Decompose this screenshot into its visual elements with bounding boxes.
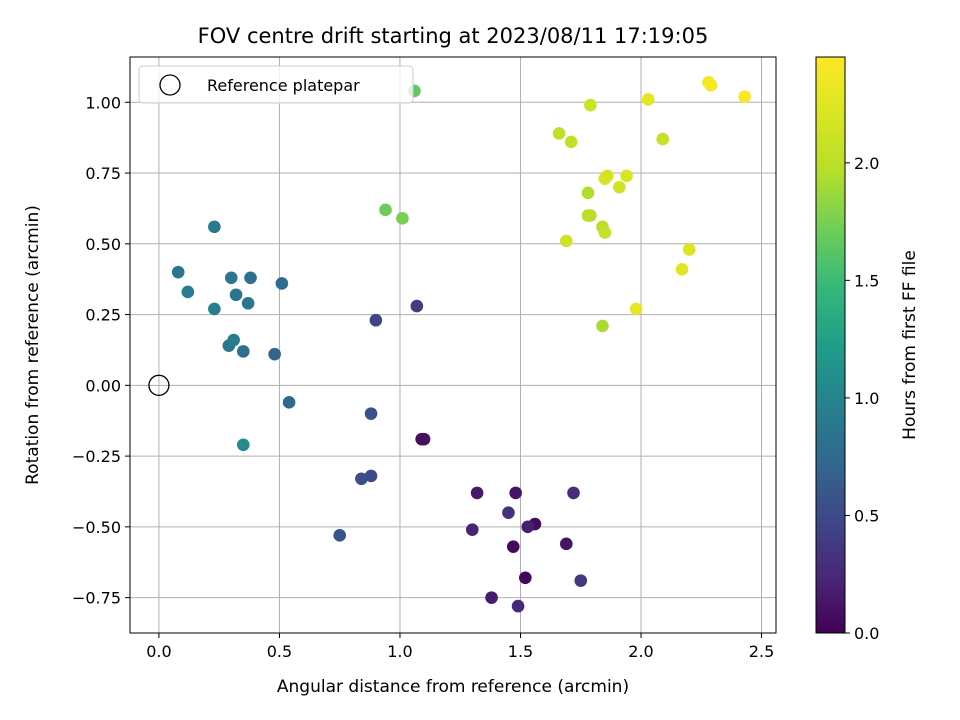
x-tick-label: 2.0 <box>628 642 653 661</box>
data-point <box>509 486 522 500</box>
data-point <box>675 262 689 276</box>
y-tick-label: −0.50 <box>72 518 121 537</box>
colorbar-tick-label: 2.0 <box>854 154 879 173</box>
colorbar-label: Hours from first FF file <box>900 250 920 440</box>
reference-platepar-marker <box>148 374 170 396</box>
data-point <box>519 571 532 585</box>
data-point <box>564 135 578 149</box>
data-point <box>641 93 655 106</box>
x-axis-label: Angular distance from reference (arcmin) <box>277 677 629 697</box>
data-point <box>584 98 597 112</box>
legend-marker-icon <box>159 74 181 96</box>
colorbar-tick-label: 1.0 <box>854 389 879 408</box>
data-point <box>598 226 612 239</box>
x-tick-label: 1.5 <box>508 642 533 661</box>
data-point <box>224 271 238 285</box>
data-point <box>598 172 612 186</box>
grid <box>130 57 776 633</box>
colorbar-tick-label: 1.5 <box>854 271 879 290</box>
data-point <box>355 472 368 486</box>
chart-title: FOV centre drift starting at 2023/08/11 … <box>198 24 709 48</box>
plot-area: Reference platepar <box>129 56 777 634</box>
data-point <box>620 169 633 183</box>
data-point <box>275 277 289 290</box>
data-point <box>704 79 718 92</box>
data-point <box>364 469 378 483</box>
colorbar-ticks: 0.0 0.5 1.0 1.5 2.0 <box>845 154 879 643</box>
x-axis-ticks: 0.0 0.5 1.0 1.5 2.0 2.5 <box>146 633 774 661</box>
data-point <box>379 203 392 217</box>
y-tick-label: 0.25 <box>85 306 121 325</box>
y-axis-label: Rotation from reference (arcmin) <box>23 205 43 485</box>
data-point <box>268 347 281 361</box>
y-tick-label: −0.25 <box>72 447 121 466</box>
y-tick-label: 0.50 <box>85 235 121 254</box>
x-tick-label: 0.0 <box>146 642 171 661</box>
x-tick-label: 2.5 <box>749 642 774 661</box>
data-point <box>574 574 588 587</box>
x-tick-label: 1.0 <box>387 642 412 661</box>
legend: Reference platepar <box>138 65 414 104</box>
y-tick-label: 0.00 <box>85 376 121 395</box>
plot-frame <box>129 56 777 634</box>
data-points <box>171 76 751 613</box>
y-tick-label: 0.75 <box>85 164 121 183</box>
colorbar-tick-label: 0.5 <box>854 506 879 525</box>
colorbar-tick-label: 0.0 <box>854 624 879 643</box>
data-point <box>506 540 520 553</box>
data-point <box>333 529 347 542</box>
data-point <box>581 186 595 200</box>
data-point <box>236 438 250 452</box>
data-point <box>485 591 498 604</box>
data-point <box>282 396 296 409</box>
data-point <box>364 407 378 420</box>
data-point <box>656 132 670 146</box>
data-point <box>227 333 240 347</box>
y-tick-label: −0.75 <box>72 589 121 608</box>
data-point <box>465 523 479 536</box>
legend-box <box>138 65 414 104</box>
data-point <box>559 234 573 248</box>
data-point <box>241 296 255 310</box>
colorbar: 0.0 0.5 1.0 1.5 2.0 Hours from first FF file <box>815 56 920 643</box>
data-point <box>208 302 221 316</box>
data-point <box>521 520 535 534</box>
data-point <box>552 127 566 140</box>
data-point <box>410 299 424 313</box>
legend-label: Reference platepar <box>207 76 360 95</box>
data-point <box>244 271 257 285</box>
data-point <box>229 288 243 302</box>
y-tick-label: 1.00 <box>85 93 121 112</box>
data-point <box>208 220 221 234</box>
data-point <box>738 90 751 103</box>
data-point <box>584 209 597 222</box>
data-point <box>559 537 573 551</box>
reference-marker-layer <box>148 374 170 396</box>
y-axis-ticks: −0.75 −0.50 −0.25 0.00 0.25 0.50 0.75 1.00 <box>72 93 130 608</box>
data-point <box>171 265 185 279</box>
data-point <box>596 319 609 333</box>
data-point <box>511 599 525 613</box>
data-point <box>470 486 484 500</box>
data-point <box>502 506 515 520</box>
data-point <box>417 432 431 446</box>
data-point <box>613 180 626 194</box>
x-tick-label: 0.5 <box>267 642 292 661</box>
data-point <box>682 243 696 256</box>
data-point <box>236 345 250 358</box>
data-point <box>567 486 580 500</box>
data-point <box>369 313 383 327</box>
colorbar-gradient <box>815 56 846 634</box>
data-point <box>629 302 643 316</box>
data-point <box>396 212 409 225</box>
data-point <box>181 285 195 299</box>
